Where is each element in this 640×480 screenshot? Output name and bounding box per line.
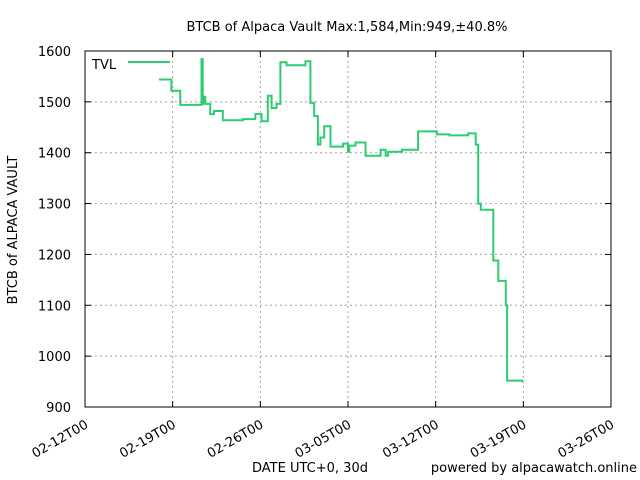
series-line-tvl	[158, 58, 524, 383]
y-tick-label: 1500	[38, 96, 71, 111]
y-tick-label: 1300	[38, 198, 71, 213]
legend: TVL	[91, 58, 170, 73]
y-tick-label: 1600	[38, 45, 71, 60]
y-ticks: 900 1000 1100 1200 1300 1400 1500 1600	[38, 45, 611, 416]
credit-text: powered by alpacawatch.online	[431, 461, 637, 476]
y-tick-label: 900	[46, 401, 71, 416]
chart-title: BTCB of Alpaca Vault Max:1,584,Min:949,±…	[187, 20, 508, 35]
y-tick-label: 1400	[38, 147, 71, 162]
grid	[85, 51, 611, 407]
x-axis-label: DATE UTC+0, 30d	[252, 461, 368, 476]
y-tick-label: 1100	[38, 299, 71, 314]
y-tick-label: 1000	[38, 350, 71, 365]
y-axis-label: BTCB of ALPACA VAULT	[6, 156, 21, 305]
legend-label-tvl: TVL	[91, 58, 117, 73]
y-tick-label: 1200	[38, 248, 71, 263]
